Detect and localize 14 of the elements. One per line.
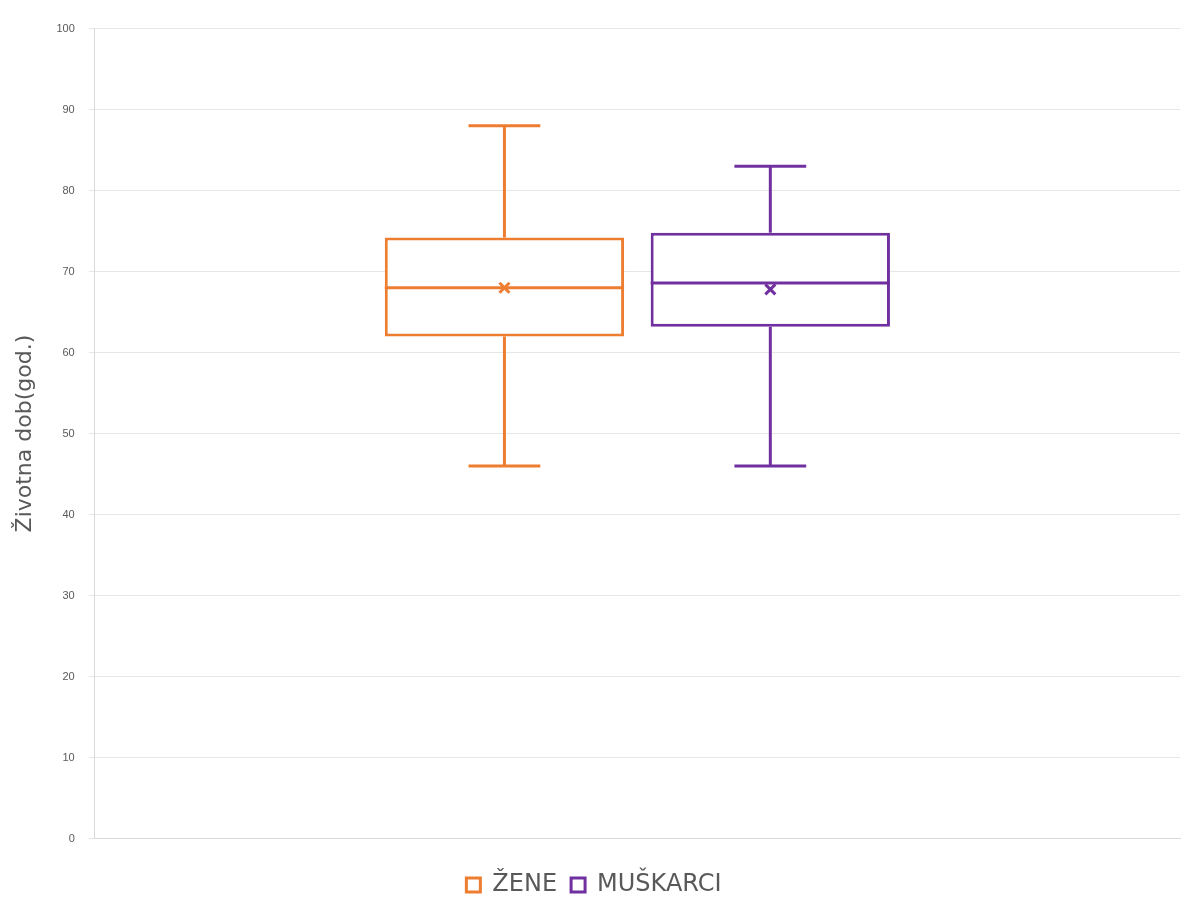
legend-label: ŽENE bbox=[492, 868, 558, 898]
legend-label: MUŠKARCI bbox=[597, 867, 722, 898]
y-tick-label: 100 bbox=[56, 21, 75, 34]
y-axis-title: Životna dob(god.) bbox=[10, 334, 36, 533]
y-tick-label: 60 bbox=[62, 345, 75, 358]
y-tick-label: 40 bbox=[62, 507, 75, 520]
y-tick-label: 90 bbox=[62, 102, 75, 115]
y-tick-label: 10 bbox=[62, 750, 75, 763]
y-tick-label: 50 bbox=[62, 426, 75, 439]
y-tick-label: 80 bbox=[62, 183, 75, 196]
y-tick-label: 30 bbox=[62, 588, 75, 601]
y-tick-label: 70 bbox=[62, 264, 75, 277]
y-tick-label: 20 bbox=[62, 669, 75, 682]
y-tick-label: 0 bbox=[68, 831, 75, 844]
